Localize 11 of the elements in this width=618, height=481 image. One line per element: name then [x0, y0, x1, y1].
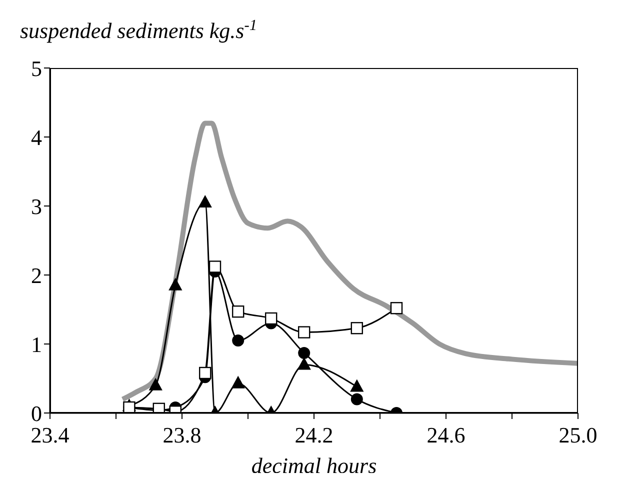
y-tick-label: 1	[31, 332, 42, 357]
y-tick-label: 4	[31, 124, 42, 150]
y-axis-title: suspended sediments kg.s$^{-1}$	[20, 16, 258, 43]
x-tick-label: 24.2	[294, 422, 334, 448]
x-tick-label: 24.6	[426, 422, 466, 448]
y-tick-label: 3	[31, 194, 42, 219]
y-tick-label: 2	[31, 262, 42, 288]
y-tick-label: 5	[31, 56, 42, 81]
x-tick-label: 25.0	[558, 422, 598, 448]
x-axis-title: decimal hours	[251, 453, 377, 478]
x-tick-label: 23.8	[162, 422, 202, 448]
